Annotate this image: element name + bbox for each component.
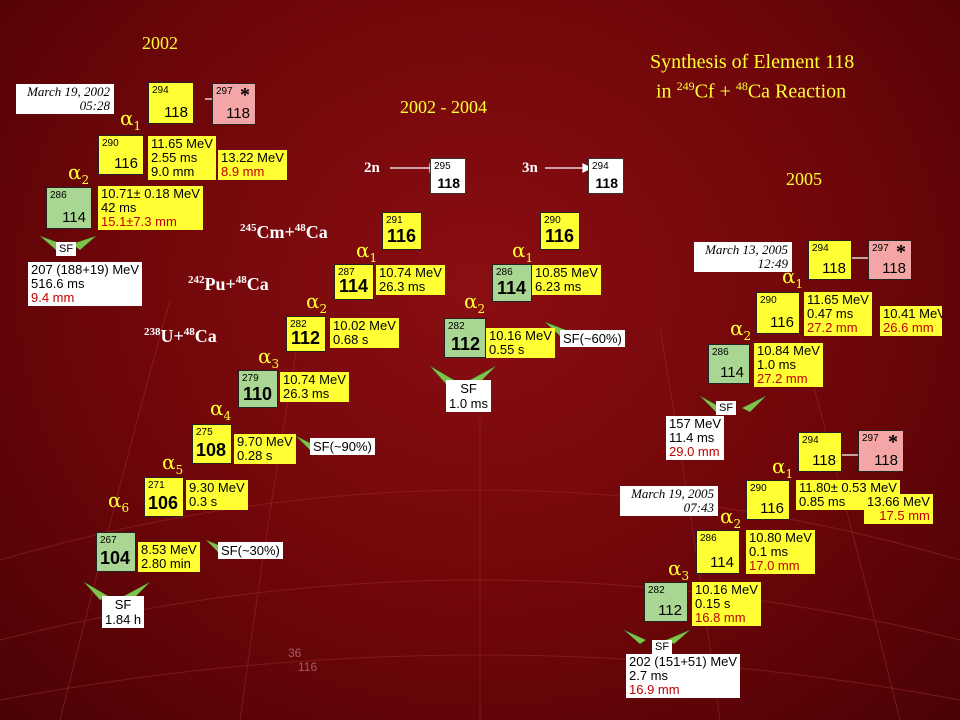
- sf-branch-30: SF(~30%): [218, 542, 283, 559]
- event-date-2005b: March 19, 2005 07:43: [620, 486, 718, 516]
- decay-info: 9.70 MeV 0.28 s: [234, 434, 296, 464]
- sf-label: SF: [56, 242, 77, 256]
- decay-info-alt: 10.41 MeV 26.6 mm: [880, 306, 942, 336]
- sf-branch-60: SF(~60%): [560, 330, 625, 347]
- nucleus-267-104: 267 104: [96, 532, 136, 572]
- nucleus-282-112-2005b: 282 112: [644, 582, 688, 622]
- compound-nucleus-297-118: 297 * 118: [212, 83, 256, 125]
- alpha-label: α2: [720, 504, 742, 531]
- alpha-label: α2: [730, 316, 752, 343]
- decay-info: 10.80 MeV 0.1 ms 17.0 mm: [746, 530, 815, 574]
- compound-297-118-2005b: 297 * 118: [858, 430, 904, 472]
- sf-info: 207 (188+19) MeV 516.6 ms 9.4 mm: [28, 262, 143, 306]
- decay-info: 10.85 MeV 6.23 ms: [532, 265, 601, 295]
- nucleus-294-118-2005b: 294 118: [798, 432, 842, 472]
- event-date-2005a: March 13, 2005 12:49: [694, 242, 792, 272]
- year-2005: 2005: [786, 169, 822, 189]
- nucleus-294-118-b: 294 118: [588, 158, 624, 194]
- alpha-label: α6: [108, 488, 130, 515]
- nucleus-294-118: 294 118: [148, 82, 194, 124]
- nucleus-290-116-b: 290 116: [540, 212, 580, 250]
- alpha-label: α1: [120, 106, 142, 133]
- alpha-label: α1: [782, 264, 804, 291]
- alpha-label: α2: [464, 289, 486, 316]
- sf-label: SF: [652, 640, 673, 654]
- nucleus-282-112-b: 282 112: [444, 318, 486, 358]
- alpha-label: α5: [162, 450, 184, 477]
- alpha-label: α3: [258, 344, 280, 371]
- nucleus-290-116: 290 116: [98, 135, 144, 175]
- nucleus-282-112: 282 112: [286, 316, 326, 352]
- reaction-pu: 242Pu+48Ca: [188, 274, 269, 294]
- reaction-u: 238U+48Ca: [144, 326, 217, 346]
- page-subtitle: in 249Cf + 48Ca Reaction: [656, 79, 847, 103]
- alpha-label: α2: [68, 160, 90, 187]
- page-title: Synthesis of Element 118: [650, 51, 855, 73]
- label-3n: 3n: [522, 160, 538, 176]
- nucleus-286-114-2005a: 286 114: [708, 344, 750, 384]
- nucleus-295-118: 295 118: [430, 158, 466, 194]
- nucleus-286-114-b: 286 114: [492, 264, 532, 302]
- alpha-label: α1: [512, 238, 534, 265]
- sf-label: SF 1.84 h: [102, 596, 145, 628]
- nucleus-286-114-2005b: 286 114: [696, 530, 740, 574]
- sf-label: SF 1.0 ms: [446, 380, 492, 412]
- nucleus-294-118-2005a: 294 118: [808, 240, 852, 280]
- sf-label: SF: [716, 401, 737, 415]
- reaction-cm: 245Cm+48Ca: [240, 222, 328, 242]
- nucleus-290-116-2005b: 290 116: [746, 480, 790, 520]
- decay-info: 8.53 MeV 2.80 min: [138, 542, 200, 572]
- decay-info: 10.71± 0.18 MeV 42 ms 15.1±7.3 mm: [98, 186, 203, 230]
- alpha-label: α2: [306, 289, 328, 316]
- sf-info: 157 MeV 11.4 ms 29.0 mm: [666, 416, 725, 460]
- alpha-label: α1: [356, 238, 378, 265]
- label-2n: 2n: [364, 160, 380, 176]
- decay-info-alt: 13.22 MeV 8.9 mm: [218, 150, 287, 180]
- event-date-2002: March 19, 2002 05:28: [16, 84, 114, 114]
- alpha-label: α3: [668, 556, 690, 583]
- compound-297-118-2005a: 297 * 118: [868, 240, 912, 280]
- decay-info: 10.16 MeV 0.15 s 16.8 mm: [692, 582, 761, 626]
- decay-info: 11.65 MeV 2.55 ms 9.0 mm: [148, 136, 216, 180]
- faint-text: 36 116: [288, 646, 318, 674]
- nucleus-279-110: 279 110: [238, 370, 278, 408]
- decay-info: 10.16 MeV 0.55 s: [486, 328, 555, 358]
- alpha-label: α4: [210, 396, 232, 423]
- decay-info: 11.65 MeV 0.47 ms 27.2 mm: [804, 292, 872, 336]
- decay-info: 9.30 MeV 0.3 s: [186, 480, 248, 510]
- alpha-label: α1: [772, 454, 794, 481]
- nucleus-290-116-2005a: 290 116: [756, 292, 800, 334]
- sf-branch-90: SF(~90%): [310, 438, 375, 455]
- year-2002-2004: 2002 - 2004: [400, 97, 487, 117]
- decay-info: 10.84 MeV 1.0 ms 27.2 mm: [754, 343, 823, 387]
- decay-info: 10.02 MeV 0.68 s: [330, 318, 399, 348]
- decay-info: 10.74 MeV 26.3 ms: [280, 372, 349, 402]
- nucleus-286-114: 286 114: [46, 187, 92, 229]
- decay-info-alt: 13.66 MeV 17.5 mm: [864, 494, 933, 524]
- nucleus-287-114: 287 114: [334, 264, 374, 300]
- nucleus-271-106: 271 106: [144, 477, 184, 517]
- year-2002: 2002: [142, 33, 178, 53]
- sf-info: 202 (151+51) MeV 2.7 ms 16.9 mm: [626, 654, 741, 698]
- nucleus-291-116: 291 116: [382, 212, 422, 250]
- nucleus-275-108: 275 108: [192, 424, 232, 464]
- decay-info: 10.74 MeV 26.3 ms: [376, 265, 445, 295]
